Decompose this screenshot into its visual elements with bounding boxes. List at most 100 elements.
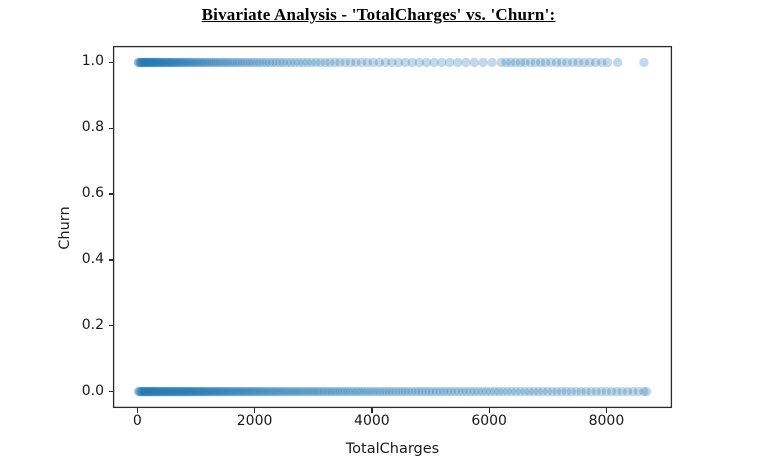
- scatter-point-churn-1: [429, 57, 439, 68]
- scatter-point-churn-1: [158, 57, 169, 68]
- scatter-point-churn-0: [173, 386, 183, 397]
- scatter-point-churn-0: [211, 386, 221, 397]
- scatter-point-churn-1: [171, 57, 181, 68]
- scatter-point-churn-0: [325, 386, 335, 397]
- scatter-point-churn-1: [139, 57, 149, 68]
- scatter-point-churn-1: [562, 57, 572, 68]
- scatter-point-churn-0: [143, 386, 153, 397]
- scatter-point-churn-1: [154, 57, 165, 68]
- scatter-point-churn-0: [639, 386, 649, 397]
- scatter-point-churn-1: [135, 57, 145, 68]
- scatter-point-churn-1: [294, 57, 304, 68]
- x-tick-label: 4000: [354, 413, 390, 429]
- scatter-point-churn-0: [234, 386, 244, 397]
- scatter-point-churn-0: [586, 386, 596, 397]
- scatter-point-churn-0: [384, 386, 394, 397]
- scatter-point-churn-0: [208, 386, 219, 397]
- scatter-point-churn-0: [315, 386, 325, 397]
- scatter-point-churn-0: [435, 386, 445, 397]
- scatter-point-churn-0: [298, 386, 308, 397]
- x-tick-label: 6000: [471, 413, 507, 429]
- scatter-point-churn-0: [506, 386, 517, 397]
- y-tick-mark: [108, 325, 113, 327]
- scatter-point-churn-1: [155, 57, 166, 68]
- scatter-point-churn-1: [175, 57, 185, 68]
- scatter-point-churn-0: [310, 386, 320, 397]
- scatter-point-churn-0: [439, 386, 449, 397]
- scatter-point-churn-0: [197, 386, 207, 397]
- scatter-point-churn-1: [400, 57, 410, 68]
- scatter-point-churn-1: [141, 57, 151, 68]
- scatter-point-churn-0: [348, 386, 359, 397]
- scatter-point-churn-0: [424, 386, 435, 397]
- scatter-point-churn-0: [189, 386, 199, 397]
- scatter-point-churn-1: [142, 57, 152, 68]
- scatter-point-churn-1: [227, 57, 238, 68]
- x-axis-label: TotalCharges: [345, 441, 440, 457]
- scatter-point-churn-0: [181, 386, 192, 397]
- scatter-point-churn-1: [193, 57, 203, 68]
- scatter-point-churn-1: [136, 57, 146, 68]
- y-tick-mark: [108, 390, 113, 393]
- scatter-point-churn-0: [351, 386, 362, 397]
- scatter-point-churn-1: [144, 57, 155, 68]
- scatter-point-churn-1: [165, 57, 175, 68]
- scatter-point-churn-0: [212, 386, 222, 397]
- scatter-point-churn-1: [144, 57, 154, 68]
- scatter-point-churn-0: [170, 386, 180, 397]
- scatter-point-churn-0: [148, 386, 159, 397]
- y-tick-mark: [108, 127, 113, 129]
- scatter-point-churn-0: [446, 386, 456, 397]
- scatter-point-churn-0: [431, 386, 442, 397]
- scatter-point-churn-1: [356, 57, 367, 68]
- scatter-point-churn-1: [551, 57, 562, 68]
- scatter-point-churn-1: [421, 57, 432, 68]
- scatter-point-churn-1: [268, 57, 278, 68]
- scatter-point-churn-1: [145, 57, 156, 68]
- scatter-point-churn-0: [165, 386, 175, 397]
- scatter-point-churn-0: [261, 386, 271, 397]
- scatter-point-churn-0: [343, 386, 353, 397]
- scatter-point-churn-1: [167, 57, 178, 68]
- scatter-point-churn-1: [185, 57, 195, 68]
- scatter-point-churn-0: [381, 386, 391, 397]
- scatter-point-churn-1: [240, 57, 250, 68]
- scatter-point-churn-1: [380, 57, 391, 68]
- scatter-point-churn-1: [330, 57, 340, 68]
- scatter-point-churn-1: [278, 57, 289, 68]
- scatter-point-churn-0: [346, 386, 356, 397]
- scatter-point-churn-1: [585, 57, 595, 68]
- scatter-point-churn-0: [561, 386, 572, 397]
- scatter-point-churn-0: [219, 386, 229, 397]
- scatter-point-churn-0: [596, 386, 606, 397]
- scatter-point-churn-0: [414, 386, 424, 397]
- scatter-point-churn-1: [530, 57, 541, 68]
- scatter-point-churn-1: [218, 57, 228, 68]
- scatter-point-churn-1: [407, 57, 417, 68]
- scatter-point-churn-0: [136, 386, 146, 397]
- scatter-point-churn-0: [612, 386, 622, 397]
- scatter-point-churn-0: [186, 386, 196, 397]
- scatter-point-churn-0: [340, 386, 351, 397]
- scatter-point-churn-1: [340, 57, 350, 68]
- scatter-point-churn-0: [312, 386, 323, 397]
- scatter-point-churn-1: [216, 57, 226, 68]
- scatter-point-churn-1: [298, 57, 308, 68]
- scatter-point-churn-0: [330, 386, 340, 397]
- scatter-point-churn-0: [198, 386, 209, 397]
- scatter-point-churn-0: [171, 386, 181, 397]
- scatter-point-churn-1: [290, 57, 300, 68]
- scatter-point-churn-0: [204, 386, 215, 397]
- scatter-point-churn-0: [134, 386, 145, 397]
- scatter-point-churn-0: [158, 386, 169, 397]
- scatter-point-churn-1: [506, 57, 516, 68]
- scatter-point-churn-1: [271, 57, 281, 68]
- scatter-point-churn-0: [387, 386, 398, 397]
- plot-area: [112, 45, 673, 409]
- scatter-point-churn-0: [247, 386, 257, 397]
- scatter-point-churn-1: [152, 57, 163, 68]
- scatter-point-churn-1: [501, 57, 511, 68]
- scatter-point-churn-0: [305, 386, 315, 397]
- scatter-point-churn-0: [622, 386, 633, 397]
- scatter-point-churn-1: [183, 57, 194, 68]
